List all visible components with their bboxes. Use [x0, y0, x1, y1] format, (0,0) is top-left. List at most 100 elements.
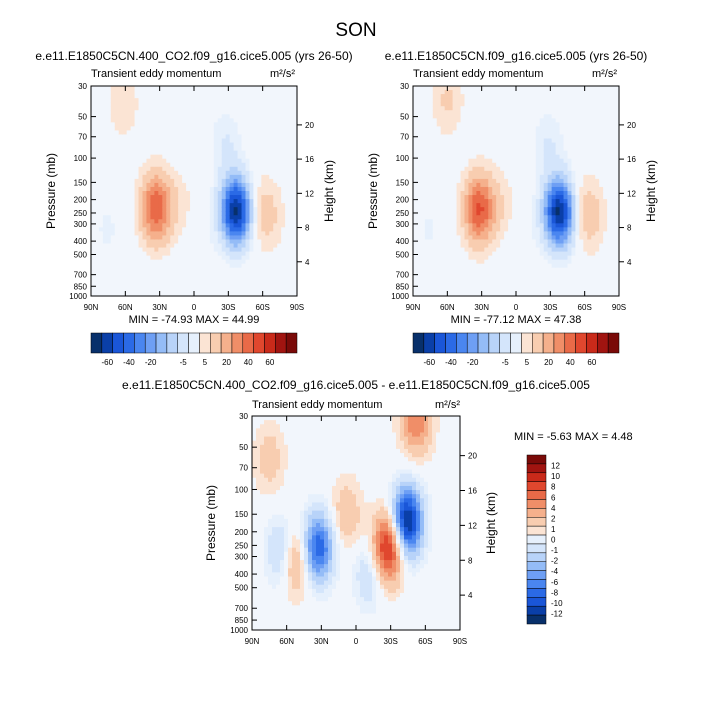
contour-cell: [225, 114, 231, 119]
contour-cell: [492, 255, 497, 261]
contour-cell: [98, 158, 104, 164]
contour-cell: [444, 158, 450, 164]
contour-cell: [221, 195, 227, 200]
contour-cell: [531, 219, 537, 224]
contour-cell: [170, 275, 175, 281]
contour-cell: [448, 166, 454, 172]
contour-cell: [114, 255, 120, 261]
contour-cell: [289, 94, 294, 99]
contour-cell: [213, 142, 219, 148]
contour-cell: [126, 199, 132, 204]
contour-cell: [122, 94, 128, 99]
contour-cell: [289, 251, 294, 257]
contour-cell: [253, 235, 258, 241]
contour-cell: [182, 118, 187, 123]
contour-cell: [464, 271, 470, 277]
contour-cell: [452, 251, 458, 257]
contour-cell: [197, 182, 203, 188]
contour-cell: [225, 130, 231, 136]
contour-cell: [265, 158, 270, 164]
contour-cell: [134, 114, 140, 119]
contour-cell: [416, 106, 422, 111]
contour-cell: [170, 291, 175, 297]
contour-cell: [194, 235, 199, 241]
contour-cell: [559, 235, 565, 241]
contour-cell: [543, 106, 549, 111]
contour-cell: [98, 251, 104, 257]
contour-cell: [559, 114, 565, 119]
contour-cell: [186, 86, 191, 91]
contour-cell: [233, 146, 239, 152]
contour-cell: [289, 211, 294, 216]
contour-cell: [114, 231, 120, 237]
contour-cell: [424, 182, 430, 188]
contour-cell: [456, 199, 462, 204]
contour-cell: [440, 243, 446, 249]
contour-cell: [190, 110, 195, 115]
contour-cell: [249, 98, 255, 103]
contour-cell: [269, 162, 274, 168]
contour-cell: [293, 263, 298, 269]
contour-cell: [205, 271, 211, 277]
contour-cell: [460, 90, 466, 95]
contour-cell: [217, 287, 223, 293]
contour-cell: [197, 231, 203, 237]
contour-cell: [174, 126, 179, 132]
contour-cell: [281, 231, 286, 237]
contour-cell: [146, 231, 152, 237]
contour-cell: [492, 291, 497, 297]
contour-cell: [91, 267, 96, 273]
contour-cell: [221, 267, 227, 273]
contour-cell: [94, 86, 100, 91]
contour-cell: [110, 275, 116, 281]
contour-cell: [98, 223, 104, 228]
contour-cell: [476, 199, 481, 204]
contour-cell: [575, 255, 580, 261]
contour-cell: [523, 251, 529, 257]
contour-cell: [150, 247, 155, 253]
contour-cell: [543, 174, 549, 180]
contour-cell: [138, 247, 144, 253]
panel-1-title: e.e11.E1850C5CN.400_CO2.f09_g16.cice5.00…: [35, 49, 352, 63]
contour-cell: [440, 174, 446, 180]
contour-cell: [531, 287, 537, 293]
contour-cell: [170, 199, 175, 204]
contour-cell: [110, 130, 116, 136]
contour-cell: [456, 166, 462, 172]
contour-cell: [178, 138, 183, 144]
contour-cell: [213, 219, 219, 224]
contour-cell: [150, 114, 155, 119]
contour-cell: [122, 126, 128, 132]
contour-cell: [523, 231, 529, 237]
contour-cell: [174, 227, 179, 232]
contour-cell: [571, 170, 577, 176]
contour-cell: [523, 146, 529, 152]
contour-cell: [551, 118, 557, 123]
contour-cell: [213, 106, 219, 111]
contour-cell: [261, 279, 266, 285]
contour-cell: [213, 118, 219, 123]
contour-cell: [158, 223, 163, 228]
contour-cell: [293, 142, 298, 148]
contour-cell: [186, 98, 191, 103]
contour-cell: [110, 255, 116, 261]
contour-cell: [277, 227, 282, 232]
colorbar-label: -20: [145, 358, 157, 367]
contour-cell: [98, 195, 104, 200]
contour-cell: [150, 126, 155, 132]
contour-cell: [194, 86, 199, 91]
contour-cell: [158, 146, 163, 152]
contour-cell: [269, 166, 274, 172]
contour-cell: [468, 90, 474, 95]
contour-cell: [158, 231, 163, 237]
contour-cell: [500, 142, 505, 148]
contour-cell: [543, 170, 549, 176]
contour-cell: [440, 259, 446, 265]
contour-cell: [245, 126, 251, 132]
contour-cell: [293, 114, 298, 119]
contour-cell: [527, 291, 533, 297]
contour-cell: [496, 279, 501, 285]
contour-cell: [531, 203, 537, 208]
contour-cell: [535, 283, 541, 289]
contour-cell: [217, 291, 223, 297]
